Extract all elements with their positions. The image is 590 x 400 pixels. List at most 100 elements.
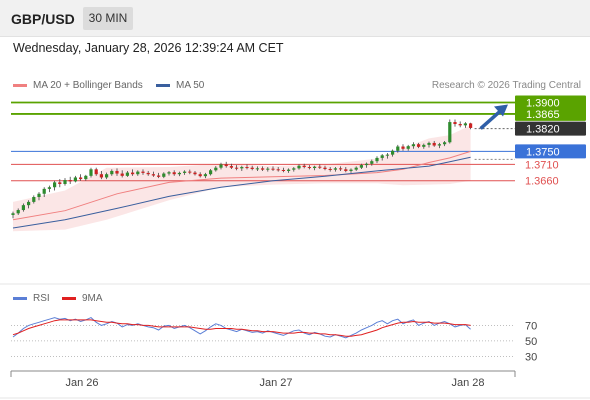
candle-body [287,169,291,171]
candle-body [73,177,77,182]
level-tag-text-2: 1.3820 [526,124,560,136]
candle-body [99,174,103,178]
candle-body [84,175,88,180]
bollinger-bands [13,125,471,232]
rsi-ma-legend-label: 9MA [82,293,103,304]
moving-averages [12,150,471,229]
candle-body [245,167,249,169]
candle-body [422,144,426,147]
rsi-legend: RSI [13,293,50,304]
candle-body [172,172,176,175]
level-tag-text-0: 1.3900 [526,98,560,110]
projection-arrow-head [494,104,508,117]
candle-body [79,177,83,180]
level-tag-2 [515,121,586,136]
candle-body [224,164,228,167]
rsi-panel: 30 50 70 [0,283,590,363]
candle-body [63,180,67,184]
candles [11,119,473,219]
time-axis: Jan 26 Jan 27 Jan 28 [0,370,590,399]
candle-body [323,167,327,169]
candle-body [427,142,431,145]
candle-body [198,174,202,177]
candle-body [58,182,62,184]
level-tag-1 [515,106,586,121]
x-tick-label: Jan 28 [451,377,484,389]
candle-body [167,172,171,174]
candle-body [136,171,140,175]
candle-body [349,169,353,171]
candle-body [443,142,447,145]
candle-body [437,144,441,146]
datetime-label: Wednesday, January 28, 2026 12:39:24 AM … [13,41,284,55]
candle-body [406,146,410,149]
research-credit: Research © 2026 Trading Central [431,80,581,91]
candle-body [453,122,457,125]
candle-body [188,171,192,173]
ma50-legend-label: MA 50 [176,80,205,91]
candle-body [276,169,280,171]
candle-body [125,172,129,176]
candle-body [32,197,36,202]
candle-body [89,169,93,176]
candle-body [411,144,415,147]
level-tag-text-1: 1.3865 [526,109,560,121]
candle-body [380,155,384,158]
timeframe-button[interactable]: 30 MIN [83,7,133,30]
candle-body [131,172,135,175]
candle-body [432,142,436,146]
candle-body [344,169,348,171]
candle-body [266,168,270,170]
candle-body [37,193,41,198]
ma20-line [12,150,471,221]
candle-body [94,169,98,175]
candle-body [391,150,395,155]
candle-body [157,175,161,177]
ma50-legend: MA 50 [156,80,204,91]
ma20-legend-label: MA 20 + Bollinger Bands [33,80,143,91]
ma50-swatch [156,84,170,87]
candle-body [255,168,259,170]
candle-body [193,172,197,175]
candle-body [115,170,119,174]
candle-body [359,165,363,168]
candle-body [318,166,322,168]
candle-body [209,170,213,175]
candle-body [27,201,31,206]
candle-body [469,123,473,128]
candle-body [240,167,244,169]
candle-body [292,168,296,170]
rsi-line [12,317,471,339]
candle-body [281,169,285,171]
candle-body [183,171,187,173]
candle-body [370,161,374,164]
candle-body [11,213,15,215]
bollinger-band-fill [13,125,471,232]
rsi-ma-swatch [62,297,76,300]
candle-body [396,146,400,151]
x-tick-label: Jan 27 [259,377,292,389]
rsi-legend-label: RSI [33,293,50,304]
level-label-5: 1.3660 [525,176,559,188]
candle-body [219,164,223,168]
x-tick-label: Jan 26 [65,377,98,389]
rsi-tick-label: 30 [525,351,537,363]
rsi-tick-label: 70 [525,320,537,332]
candle-body [401,146,405,149]
candle-body [448,122,452,143]
candle-body [271,168,275,170]
candle-body [261,168,265,170]
rsi-swatch [13,297,27,300]
candle-body [339,168,343,170]
candle-body [297,165,301,169]
candle-body [47,187,51,189]
ma50-line [12,156,471,229]
candle-body [365,163,369,166]
candle-body [333,168,337,170]
candle-body [105,174,109,178]
projection [479,104,508,130]
level-label-4: 1.3710 [525,159,559,171]
level-tag-0 [515,95,586,110]
candle-body [151,174,155,176]
rsi-ma-line [12,319,471,337]
